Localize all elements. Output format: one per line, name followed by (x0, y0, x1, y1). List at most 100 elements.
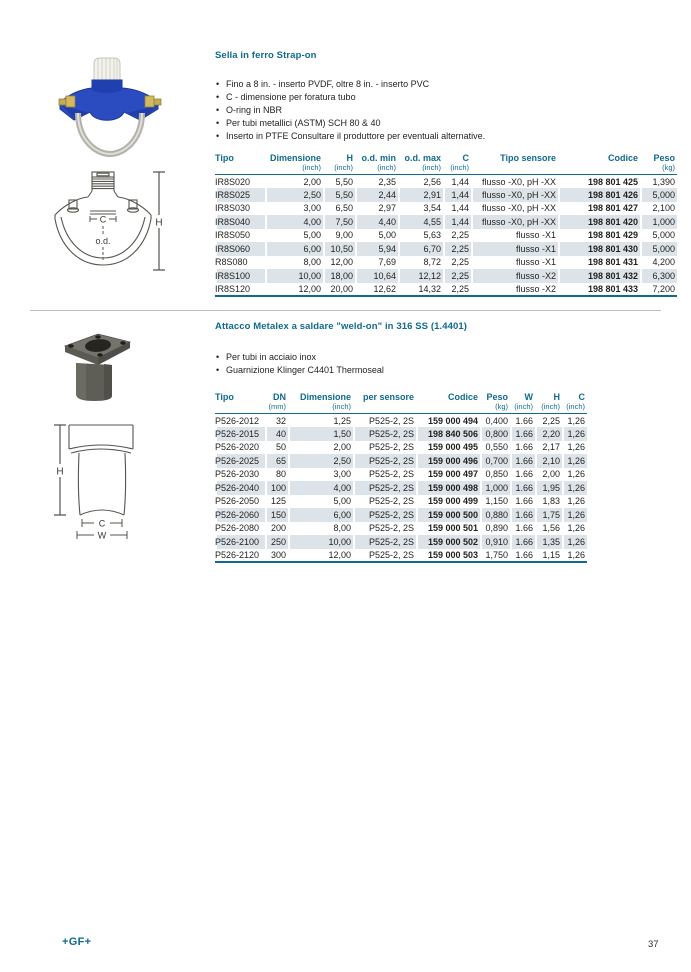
table-cell: 159 000 494 (427, 415, 478, 426)
table-cell: 2,25 (542, 415, 560, 426)
column-header: Codice (447, 392, 478, 402)
table-row: P526-2080 200 8,00 P525-2, 2S 159 000 501 0,8… (215, 522, 587, 536)
column-unit: (inch) (265, 163, 323, 175)
table-row: P526-2050 125 5,00 P525-2, 2S 159 000 499 1,1… (215, 495, 587, 509)
table-cell: 2,35 (378, 176, 396, 187)
table-row: P526-2015 40 1,50 P525-2, 2S 198 840 506 0,80… (215, 427, 587, 441)
table-cell: 198 840 506 (416, 427, 480, 441)
table-cell: 198 801 433 (558, 282, 640, 297)
table-cell: 12,00 (265, 282, 323, 297)
saddle-side-bolts (58, 95, 162, 108)
table-cell: 1,75 (535, 508, 562, 522)
table-row: P526-2060 150 6,00 P525-2, 2S 159 000 500 0,8… (215, 508, 587, 522)
table-cell: 1,44 (451, 203, 469, 214)
table-cell: 18,00 (323, 269, 355, 283)
table-cell: 0,800 (480, 427, 510, 441)
dim-c-arrows (81, 519, 123, 527)
table-cell: 8,72 (423, 257, 441, 268)
table-cell: 159 000 502 (416, 535, 480, 549)
table-cell: 2,20 (535, 427, 562, 441)
table-cell: 5,63 (423, 230, 441, 241)
table-cell: flusso -X0, pH -XX (471, 215, 558, 229)
column-header: C (578, 392, 586, 402)
table-cell: 0,550 (485, 442, 508, 453)
table-row: IR8S020 2,00 5,50 2,35 2,56 1,44 flusso -X0, p… (215, 175, 677, 189)
table-cell: 2,25 (443, 269, 471, 283)
table-cell: 9,00 (335, 230, 353, 241)
table-cell: 80 (275, 469, 286, 480)
table-cell: 3,00 (303, 203, 321, 214)
table-cell: 159 000 497 (427, 469, 478, 480)
column-header: Codice (607, 153, 638, 163)
table-cell: 10,64 (355, 269, 398, 283)
column-header: o.d. min (361, 153, 397, 163)
table-cell: 1,44 (443, 215, 471, 229)
table-row: P526-2040 100 4,00 P525-2, 2S 159 000 498 1,0… (215, 481, 587, 495)
column-unit: (inch) (535, 402, 562, 414)
column-unit: (kg) (480, 402, 510, 414)
saddle-dimension-drawing: C o.d. H (54, 171, 166, 271)
table-cell: 1,44 (443, 188, 471, 202)
table-cell: P525-2, 2S (368, 442, 414, 453)
feature-bullet-list: Fino a 8 in. - inserto PVDF, oltre 8 in.… (215, 78, 677, 143)
bullet-item: Per tubi metallici (ASTM) SCH 80 & 40 (215, 117, 677, 130)
table-cell: 7,50 (323, 215, 355, 229)
column-header: Tipo sensore (500, 153, 556, 163)
table-cell: 1,50 (288, 427, 353, 441)
table-cell: IR8S025 (215, 188, 265, 202)
column-header: W (524, 392, 534, 402)
table-row: P526-2120 300 12,00 P525-2, 2S 159 000 503 1,… (215, 548, 587, 563)
column-header: DN (273, 392, 286, 402)
saddle-blue-body (59, 79, 159, 121)
column-unit: (inch) (355, 163, 398, 175)
bullet-item: Guarnizione Klinger C4401 Thermoseal (215, 364, 587, 377)
table-cell: 2,00 (542, 469, 560, 480)
bullet-item: Inserto in PTFE Consultare il produttore… (215, 130, 677, 143)
table-cell: 0,880 (480, 508, 510, 522)
table-cell: 3,00 (333, 469, 351, 480)
table-cell: 159 000 498 (416, 481, 480, 495)
table-cell: 32 (275, 415, 286, 426)
column-unit: (mm) (265, 402, 288, 414)
table-cell: P526-2020 (215, 442, 260, 453)
table-row: IR8S040 4,00 7,50 4,40 4,55 1,44 flusso -X0, p… (215, 215, 677, 229)
table-cell: 2,97 (378, 203, 396, 214)
table-cell: 198 801 431 (587, 257, 638, 268)
table-cell: IR8S030 (215, 203, 251, 214)
table-cell: 1.66 (515, 496, 533, 507)
table-cell: 10,50 (323, 242, 355, 256)
product-photo-strapon-saddle (58, 56, 162, 158)
table-cell: flusso -X2 (471, 282, 558, 297)
bullet-item: Fino a 8 in. - inserto PVDF, oltre 8 in.… (215, 78, 677, 91)
table-cell: P526-2030 (215, 469, 260, 480)
table-cell: 250 (265, 535, 288, 549)
column-header: Tipo (215, 392, 234, 402)
table-cell: 1.66 (510, 454, 535, 468)
table-cell: 1,26 (562, 427, 587, 441)
table-cell: 1.66 (510, 535, 535, 549)
table-cell: 2,25 (443, 282, 471, 297)
table-cell: 150 (265, 508, 288, 522)
gf-logo: +GF+ (62, 936, 92, 948)
table-cell: 1,95 (535, 481, 562, 495)
table-cell: P526-2015 (215, 427, 265, 441)
table-cell: 1,56 (542, 523, 560, 534)
table-cell: 5,50 (335, 176, 353, 187)
table-cell: flusso -X1 (515, 257, 556, 268)
product-photo-weldon-fitting (62, 332, 134, 406)
table-cell: P525-2, 2S (368, 469, 414, 480)
table-cell: 1,000 (480, 481, 510, 495)
dim-label-c: C (99, 519, 106, 529)
table-cell: flusso -X2 (471, 269, 558, 283)
table-cell: 4,200 (652, 257, 675, 268)
table-cell: 159 000 499 (427, 496, 478, 507)
table-row: P526-2025 65 2,50 P525-2, 2S 159 000 496 0,70… (215, 454, 587, 468)
table-cell: 159 000 496 (416, 454, 480, 468)
table-cell: 1,35 (535, 535, 562, 549)
dim-label-h: H (155, 218, 162, 229)
table-cell: 6,50 (335, 203, 353, 214)
dim-label-h: H (56, 467, 63, 478)
table-row: IR8S060 6,00 10,50 5,94 6,70 2,25 flusso -X1 19… (215, 242, 677, 256)
table-cell: 5,50 (323, 188, 355, 202)
